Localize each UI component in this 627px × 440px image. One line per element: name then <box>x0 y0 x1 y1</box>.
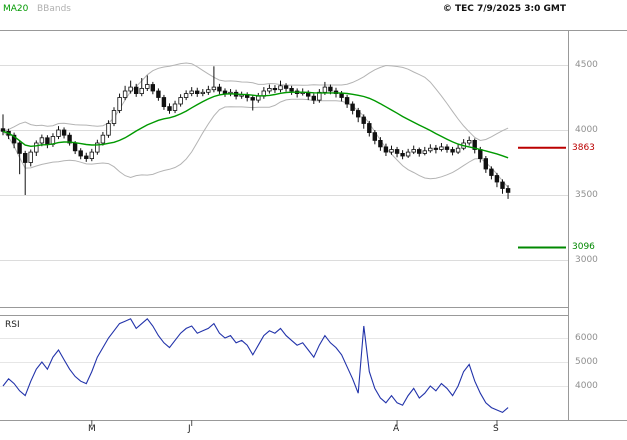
bbands-legend-label: BBands <box>37 4 71 14</box>
rsi-axis-tick-60: 6000 <box>575 333 598 343</box>
support-level-label: 3096 <box>572 242 595 252</box>
resistance-level-label: 3863 <box>572 143 595 153</box>
x-axis-label-june: J <box>188 424 191 434</box>
price-axis-tick-3000: 3000 <box>575 255 598 265</box>
copyright-text: © TEC 7/9/2025 3:0 GMT <box>442 4 566 14</box>
x-axis-label-august: A <box>393 424 400 434</box>
price-axis-tick-4000: 4000 <box>575 125 598 135</box>
x-axis-label-may: M <box>88 424 96 434</box>
x-axis-label-september: S <box>493 424 499 434</box>
rsi-axis-tick-40: 4000 <box>575 381 598 391</box>
price-axis-tick-4500: 4500 <box>575 60 598 70</box>
price-axis-tick-3500: 3500 <box>575 190 598 200</box>
ma20-legend-label: MA20 <box>3 4 29 14</box>
rsi-panel-label: RSI <box>5 320 20 330</box>
rsi-axis-tick-50: 5000 <box>575 357 598 367</box>
